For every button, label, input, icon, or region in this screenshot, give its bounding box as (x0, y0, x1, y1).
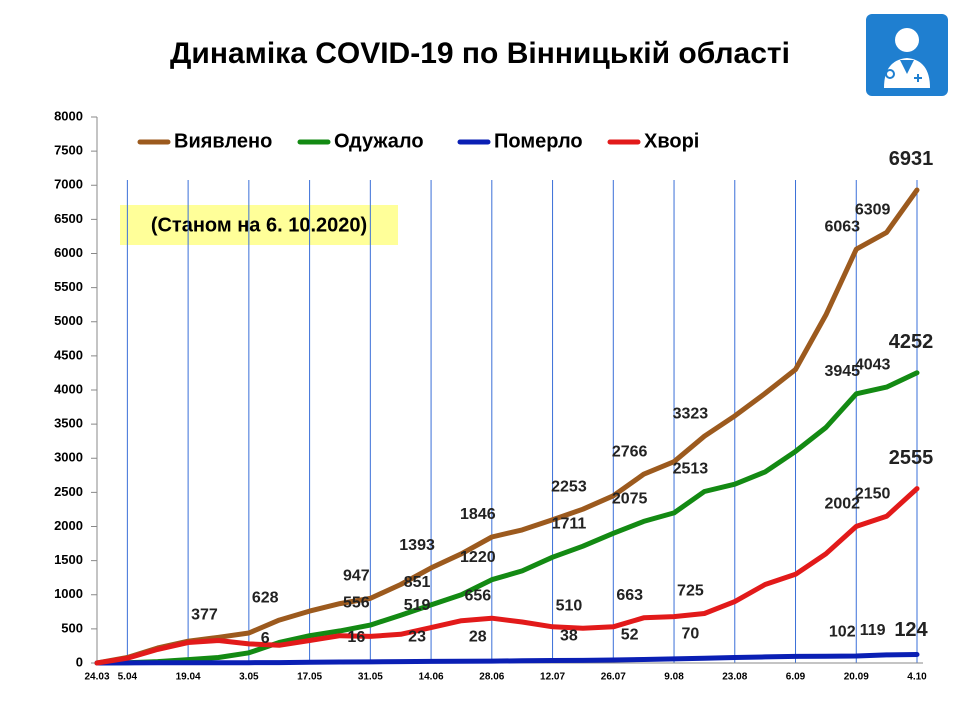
data-label: 52 (621, 627, 639, 644)
y-tick-label: 6000 (54, 245, 83, 260)
data-label: 1846 (460, 506, 496, 523)
data-label: 2253 (551, 478, 587, 495)
data-label: 4252 (889, 331, 934, 353)
x-tick-label: 23.08 (722, 672, 747, 683)
x-tick-label: 9.08 (664, 672, 684, 683)
data-label: 124 (894, 619, 928, 641)
x-tick-label: 31.05 (358, 672, 383, 683)
x-tick-label: 19.04 (176, 672, 201, 683)
y-tick-label: 4000 (54, 381, 83, 396)
x-tick-label: 4.10 (907, 672, 927, 683)
series-line (94, 652, 920, 666)
x-tick-label: 5.04 (118, 672, 138, 683)
y-tick-label: 0 (76, 654, 83, 669)
data-label: 3945 (824, 363, 860, 380)
data-label: 628 (252, 589, 279, 606)
doctor-icon (866, 14, 948, 96)
subtitle: (Станом на 6. 10.2020) (151, 214, 367, 236)
data-label: 377 (191, 606, 218, 623)
data-label: 725 (677, 583, 704, 600)
data-label: 510 (556, 597, 583, 614)
y-tick-label: 5000 (54, 313, 83, 328)
data-label: 2002 (824, 496, 860, 513)
y-tick-label: 500 (61, 620, 83, 635)
y-tick-label: 2500 (54, 484, 83, 499)
x-tick-label: 14.06 (419, 672, 444, 683)
data-label: 2150 (855, 485, 891, 502)
data-label: 4043 (855, 356, 891, 373)
data-label: 851 (404, 574, 431, 591)
legend-label: Виявлено (174, 130, 272, 152)
y-tick-label: 5500 (54, 279, 83, 294)
data-label: 1220 (460, 549, 496, 566)
x-tick-label: 3.05 (239, 672, 259, 683)
data-label: 656 (464, 587, 491, 604)
y-tick-label: 1500 (54, 552, 83, 567)
legend-label: Померло (494, 130, 583, 152)
data-label: 1711 (552, 515, 587, 532)
data-label: 2513 (673, 461, 709, 478)
data-label: 663 (616, 587, 643, 604)
data-label: 16 (347, 629, 365, 646)
y-tick-label: 2000 (54, 518, 83, 533)
x-tick-label: 26.07 (601, 672, 626, 683)
y-tick-label: 4500 (54, 347, 83, 362)
series-line (94, 370, 920, 666)
data-label: 119 (860, 622, 886, 639)
data-label: 70 (682, 625, 700, 642)
data-label: 2555 (889, 447, 934, 469)
data-label: 519 (404, 597, 431, 614)
x-tick-label: 6.09 (786, 672, 806, 683)
series-line (94, 486, 920, 666)
data-label: 2075 (612, 491, 648, 508)
legend-label: Хворі (644, 130, 699, 152)
data-label: 6063 (824, 218, 860, 235)
y-tick-label: 1000 (54, 586, 83, 601)
x-tick-label: 17.05 (297, 672, 322, 683)
data-label: 3323 (673, 405, 709, 422)
legend-label: Одужало (334, 130, 424, 152)
y-tick-label: 3500 (54, 416, 83, 431)
x-tick-label: 28.06 (479, 672, 504, 683)
x-tick-label: 24.03 (84, 672, 109, 683)
data-label: 28 (469, 628, 487, 645)
data-label: 6931 (889, 148, 934, 170)
chart-title: Динаміка COVID-19 по Вінницькій області (170, 37, 790, 70)
data-label: 102 (829, 623, 856, 640)
series-line (94, 187, 920, 666)
y-tick-label: 7000 (54, 177, 83, 192)
data-label: 38 (560, 628, 578, 645)
data-label: 556 (343, 594, 370, 611)
y-tick-label: 7500 (54, 143, 83, 158)
data-label: 947 (343, 568, 370, 585)
y-tick-label: 6500 (54, 211, 83, 226)
x-tick-label: 12.07 (540, 672, 565, 683)
subtitle-box (120, 205, 398, 245)
y-tick-label: 8000 (54, 108, 83, 123)
x-tick-label: 20.09 (844, 672, 869, 683)
data-label: 23 (408, 629, 426, 646)
data-label: 6 (261, 630, 270, 647)
y-tick-label: 3000 (54, 450, 83, 465)
data-label: 2766 (612, 443, 648, 460)
data-label: 1393 (399, 537, 435, 554)
data-label: 6309 (855, 202, 891, 219)
